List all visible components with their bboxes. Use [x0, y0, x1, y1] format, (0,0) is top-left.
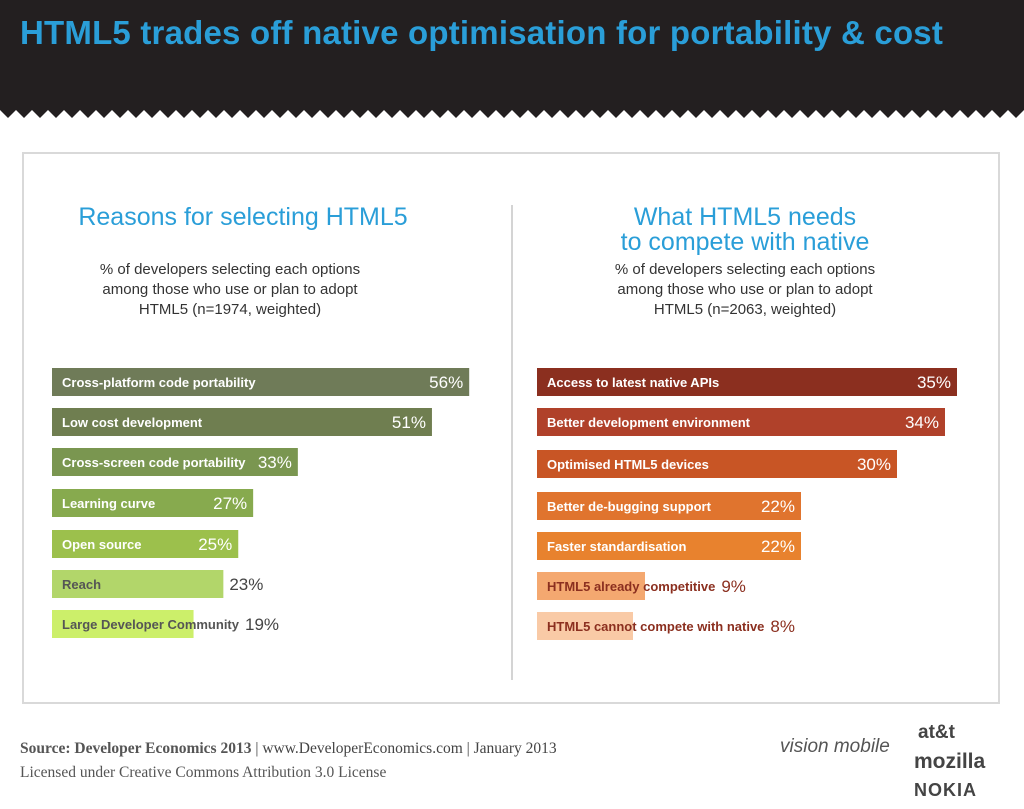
bar [537, 450, 897, 478]
value-label: 9% [721, 577, 746, 596]
nokia-logo: NOKIA [914, 780, 977, 800]
right-heading-line: What HTML5 needs [633, 203, 857, 231]
category-label: Reach [62, 577, 101, 592]
right-subtitle-line: among those who use or plan to adopt [617, 281, 873, 298]
category-label: Faster standardisation [547, 539, 686, 554]
value-label: 25% [198, 535, 232, 554]
att-logo: at&t [918, 722, 955, 743]
value-label: 35% [917, 373, 951, 392]
bar [52, 530, 239, 558]
value-label: 56% [429, 373, 463, 392]
header-band: HTML5 trades off native optimisation for… [0, 0, 1024, 124]
bar [52, 408, 432, 436]
bar [52, 489, 254, 517]
value-label: 34% [905, 413, 939, 432]
right-heading-line: to compete with native [620, 228, 870, 256]
value-label: 30% [857, 455, 891, 474]
right-heading: What HTML5 needs to compete with native [560, 205, 930, 255]
bar [537, 612, 633, 640]
category-label: Optimised HTML5 devices [547, 457, 709, 472]
value-label: 33% [258, 453, 292, 472]
bar [537, 408, 945, 436]
left-subtitle-line: % of developers selecting each options [99, 261, 361, 278]
mozilla-logo: mozilla [914, 750, 986, 773]
category-label: Cross-platform code portability [62, 375, 256, 390]
bar [52, 610, 194, 638]
value-label: 23% [229, 575, 263, 594]
left-subtitle-line: among those who use or plan to adopt [102, 281, 358, 298]
right-subtitle-line: % of developers selecting each options [614, 261, 876, 278]
category-label: HTML5 already competitive [547, 579, 715, 594]
bar [537, 368, 957, 396]
bar [52, 368, 470, 396]
value-label: 19% [245, 615, 279, 634]
source-note: Source: Developer Economics 2013 | www.D… [20, 740, 557, 758]
category-label: Low cost development [62, 415, 203, 430]
right-subtitle-line: HTML5 (n=2063, weighted) [653, 301, 837, 318]
source-bold: Source: Developer Economics 2013 [20, 740, 252, 757]
source-rest: | www.DeveloperEconomics.com | January 2… [251, 740, 557, 757]
category-label: Better de-bugging support [547, 499, 712, 514]
visionmobile-logo: vision mobile [780, 736, 890, 757]
license-note: Licensed under Creative Commons Attribut… [20, 764, 387, 781]
value-label: 22% [761, 497, 795, 516]
category-label: Cross-screen code portability [62, 455, 246, 470]
value-label: 51% [392, 413, 426, 432]
category-label: Access to latest native APIs [547, 375, 719, 390]
category-label: Open source [62, 537, 141, 552]
value-label: 27% [213, 494, 247, 513]
panel-divider [511, 205, 513, 680]
bar [52, 448, 298, 476]
category-label: Better development environment [547, 415, 751, 430]
value-label: 8% [770, 617, 795, 636]
bar [537, 492, 801, 520]
bar [537, 532, 801, 560]
right-subtitle: % of developers selecting each options a… [555, 260, 935, 320]
left-heading: Reasons for selecting HTML5 [78, 203, 408, 231]
bar [537, 572, 645, 600]
left-subtitle-line: HTML5 (n=1974, weighted) [138, 301, 322, 318]
page-title: HTML5 trades off native optimisation for… [20, 14, 944, 51]
category-label: HTML5 cannot compete with native [547, 619, 764, 634]
left-subtitle: % of developers selecting each options a… [40, 260, 420, 320]
bar [52, 570, 224, 598]
torn-edge [0, 110, 1024, 124]
category-label: Learning curve [62, 496, 155, 511]
value-label: 22% [761, 537, 795, 556]
category-label: Large Developer Community [62, 617, 240, 632]
